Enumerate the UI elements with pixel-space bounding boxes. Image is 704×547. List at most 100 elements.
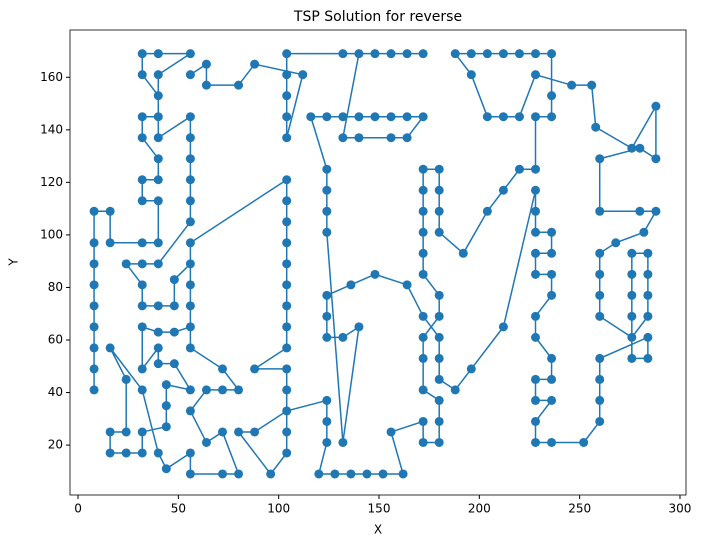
city-point: [595, 206, 605, 216]
city-point: [547, 437, 557, 447]
city-point: [322, 185, 332, 195]
city-point: [418, 227, 428, 237]
city-point: [643, 290, 653, 300]
city-point: [322, 206, 332, 216]
city-point: [185, 112, 195, 122]
city-point: [282, 427, 292, 437]
city-point: [567, 80, 577, 90]
city-point: [378, 469, 388, 479]
city-point: [282, 70, 292, 80]
city-point: [531, 206, 541, 216]
city-point: [322, 332, 332, 342]
city-point: [137, 280, 147, 290]
city-point: [185, 301, 195, 311]
city-point: [338, 112, 348, 122]
city-point: [137, 364, 147, 374]
city-point: [153, 196, 163, 206]
city-point: [105, 238, 115, 248]
city-point: [338, 133, 348, 143]
city-point: [482, 206, 492, 216]
city-point: [185, 70, 195, 80]
y-axis-label: Y: [7, 258, 21, 267]
city-point: [354, 133, 364, 143]
city-point: [386, 133, 396, 143]
city-point: [314, 469, 324, 479]
city-point: [434, 185, 444, 195]
city-point: [398, 469, 408, 479]
city-point: [651, 206, 661, 216]
city-point: [161, 401, 171, 411]
city-point: [531, 70, 541, 80]
city-point: [418, 385, 428, 395]
city-point: [89, 259, 99, 269]
city-point: [322, 112, 332, 122]
city-point: [595, 416, 605, 426]
city-point: [322, 395, 332, 405]
city-point: [153, 301, 163, 311]
city-point: [466, 70, 476, 80]
city-point: [547, 395, 557, 405]
city-point: [595, 269, 605, 279]
city-point: [266, 469, 276, 479]
city-point: [434, 353, 444, 363]
city-point: [370, 269, 380, 279]
city-point: [250, 364, 260, 374]
city-point: [418, 269, 428, 279]
city-point: [153, 359, 163, 369]
city-point: [298, 70, 308, 80]
city-point: [89, 280, 99, 290]
x-tick-label: 50: [171, 502, 186, 516]
city-point: [531, 395, 541, 405]
x-tick-label: 200: [468, 502, 491, 516]
city-point: [185, 49, 195, 59]
city-point: [651, 154, 661, 164]
y-tick-label: 20: [48, 438, 63, 452]
city-point: [282, 49, 292, 59]
x-tick-label: 100: [267, 502, 290, 516]
city-point: [639, 227, 649, 237]
city-point: [402, 112, 412, 122]
city-point: [643, 269, 653, 279]
city-point: [137, 448, 147, 458]
x-axis-label: X: [374, 523, 382, 537]
city-point: [161, 464, 171, 474]
city-point: [531, 269, 541, 279]
city-point: [89, 343, 99, 353]
city-point: [234, 80, 244, 90]
city-point: [282, 301, 292, 311]
city-point: [161, 422, 171, 432]
city-point: [201, 385, 211, 395]
city-point: [354, 49, 364, 59]
city-point: [531, 112, 541, 122]
city-point: [185, 217, 195, 227]
city-point: [627, 332, 637, 342]
city-point: [282, 280, 292, 290]
x-tick-label: 0: [74, 502, 82, 516]
city-point: [282, 322, 292, 332]
city-point: [531, 164, 541, 174]
city-point: [185, 322, 195, 332]
city-point: [185, 133, 195, 143]
city-point: [137, 70, 147, 80]
city-point: [643, 311, 653, 321]
city-point: [643, 248, 653, 258]
city-point: [234, 427, 244, 437]
city-point: [386, 49, 396, 59]
city-point: [322, 416, 332, 426]
city-point: [282, 112, 292, 122]
city-point: [547, 227, 557, 237]
city-point: [346, 469, 356, 479]
city-point: [466, 49, 476, 59]
city-point: [89, 322, 99, 332]
city-point: [547, 112, 557, 122]
chart-title: TSP Solution for reverse: [293, 9, 462, 25]
city-point: [185, 406, 195, 416]
city-point: [322, 164, 332, 174]
city-point: [418, 185, 428, 195]
city-point: [282, 448, 292, 458]
city-point: [418, 248, 428, 258]
city-point: [354, 112, 364, 122]
city-point: [153, 175, 163, 185]
city-point: [434, 164, 444, 174]
city-point: [282, 217, 292, 227]
